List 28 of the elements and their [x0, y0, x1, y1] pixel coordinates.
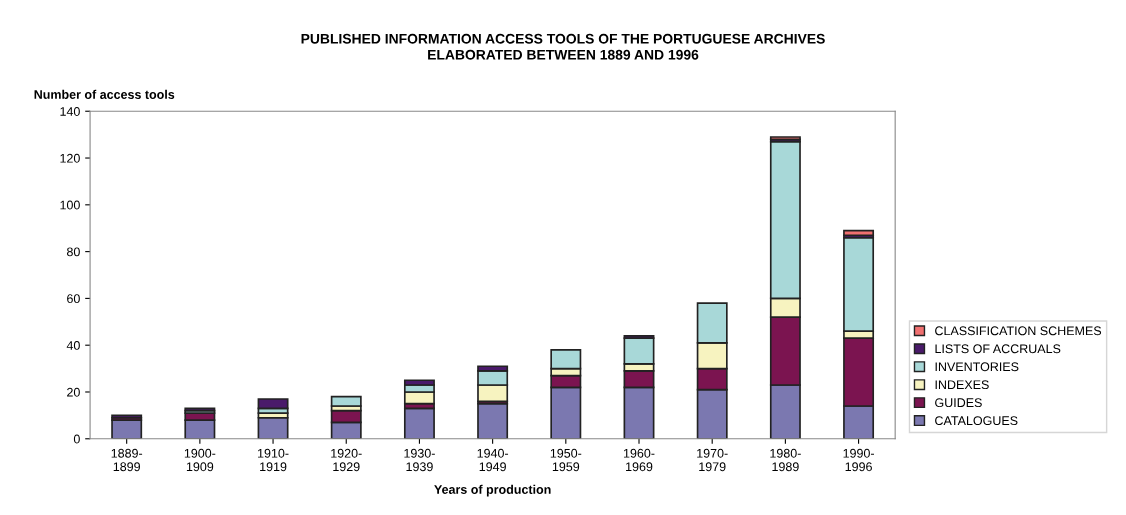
x-tick-label: 1960- 1969 — [623, 448, 655, 472]
chart-title: PUBLISHED INFORMATION ACCESS TOOLS OF THE PORTUGUESE ARCHIVES ELABORATED BETWEEN 1889 AND 1996 — [301, 33, 825, 60]
x-tick-label: 1889- 1899 — [111, 448, 143, 472]
legend-label: GUIDES — [935, 398, 982, 408]
x-axis-title: Years of production — [434, 484, 551, 497]
legend-label: INVENTORIES — [935, 362, 1019, 372]
y-axis-title: Number of access tools — [34, 89, 175, 99]
y-tick-label: 100 — [60, 200, 80, 210]
x-tick-label: 1990- 1996 — [843, 448, 875, 472]
x-tick-label: 1940- 1949 — [477, 448, 509, 472]
x-tick-label: 1930- 1939 — [404, 448, 435, 472]
legend-label: LISTS OF ACCRUALS — [935, 344, 1061, 354]
y-tick-label: 40 — [66, 341, 80, 350]
y-tick-label: 120 — [60, 153, 80, 163]
x-tick-label: 1950- 1959 — [550, 448, 582, 472]
x-tick-label: 1910- 1919 — [258, 448, 289, 472]
x-tick-label: 1970- 1979 — [697, 448, 728, 472]
legend-label: CATALOGUES — [935, 416, 1018, 426]
x-tick-label: 1900- 1909 — [184, 448, 216, 472]
x-tick-label: 1920- 1929 — [331, 448, 362, 472]
y-tick-label: 20 — [67, 387, 80, 397]
y-tick-label: 80 — [67, 247, 80, 257]
legend-label: CLASSIFICATION SCHEMES — [935, 326, 1102, 336]
y-tick-label: 0 — [73, 434, 80, 444]
y-tick-label: 60 — [67, 294, 80, 304]
x-tick-label: 1980- 1989 — [770, 448, 801, 472]
legend-label: INDEXES — [935, 380, 989, 390]
y-tick-label: 140 — [60, 107, 80, 116]
